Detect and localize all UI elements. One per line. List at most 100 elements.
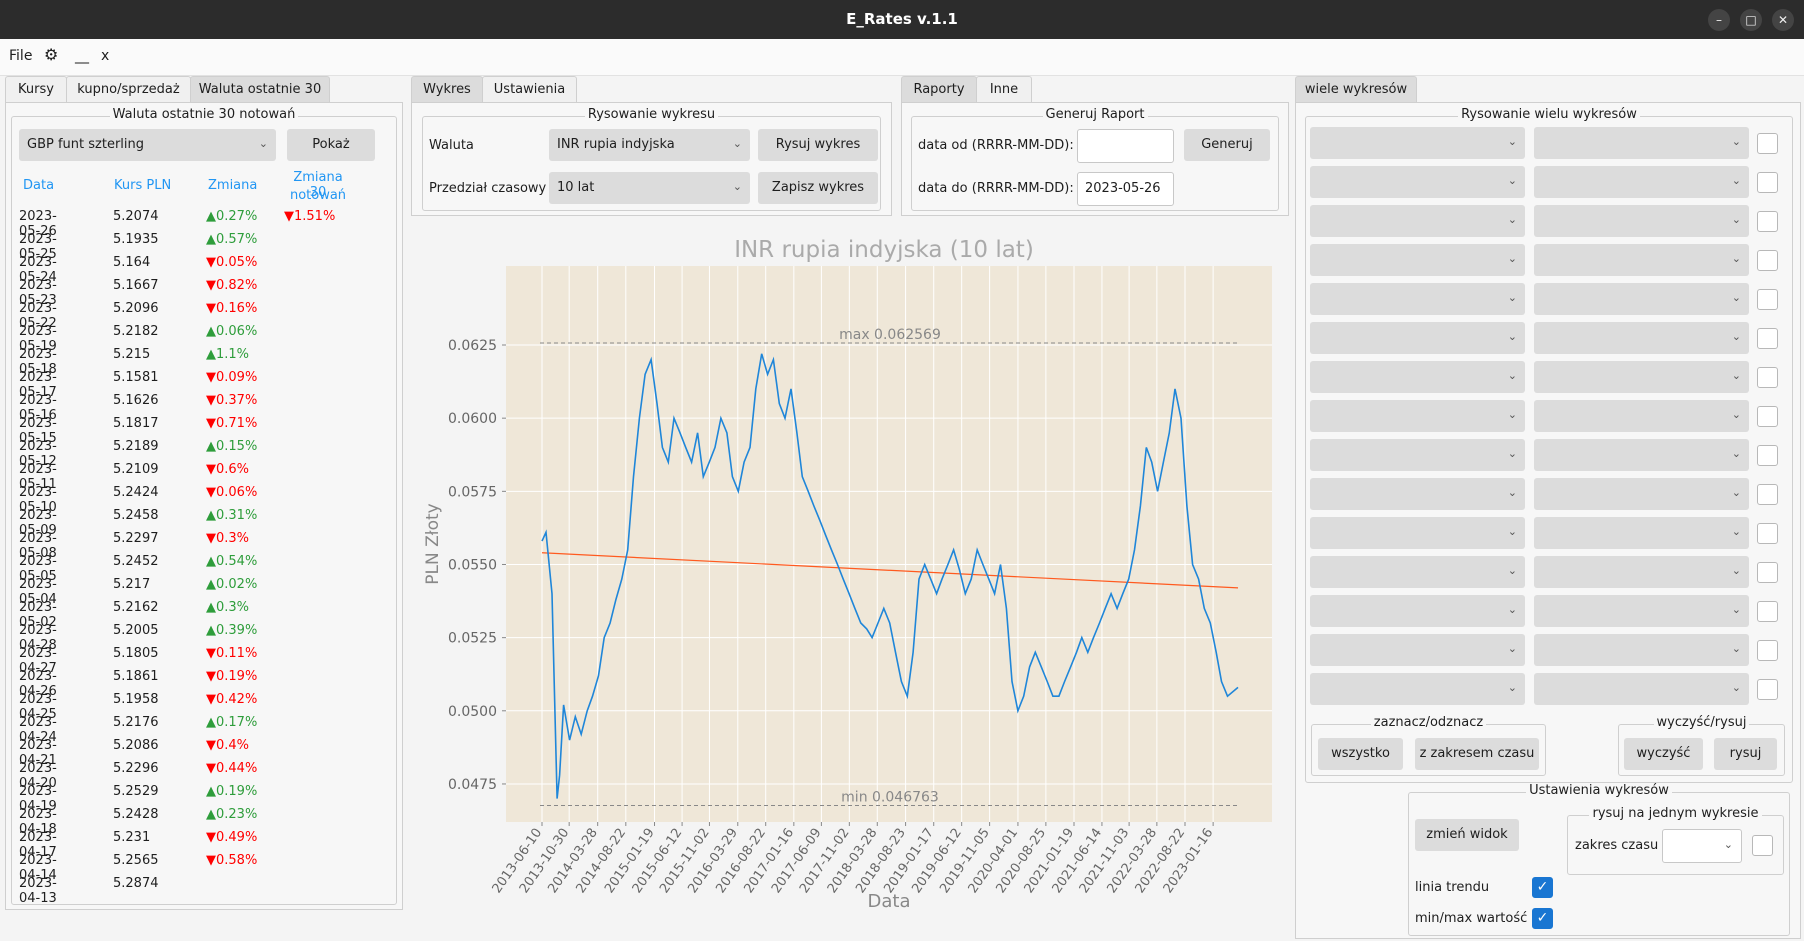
row-change-value: 0.09%: [216, 370, 258, 385]
row-change-value: 0.57%: [216, 232, 258, 247]
multi-row-checkbox[interactable]: [1757, 601, 1778, 622]
row-date: 2023-04-19: [19, 784, 57, 814]
multi-row-checkbox[interactable]: [1757, 211, 1778, 232]
multi-currency-select-b[interactable]: ⌄: [1534, 166, 1749, 198]
multi-currency-select-b[interactable]: ⌄: [1534, 400, 1749, 432]
multi-row-checkbox[interactable]: [1757, 133, 1778, 154]
multi-currency-select-b[interactable]: ⌄: [1534, 439, 1749, 471]
tab-waluta-ostatnie-30[interactable]: Waluta ostatnie 30: [190, 76, 330, 103]
multi-currency-select-a[interactable]: ⌄: [1310, 283, 1525, 315]
down-arrow-icon: ▼: [206, 830, 216, 845]
tab-inne[interactable]: Inne: [976, 76, 1032, 103]
chart-plot-area: [506, 266, 1272, 822]
up-arrow-icon: ▲: [206, 439, 216, 454]
multi-draw-button[interactable]: rysuj: [1714, 738, 1777, 770]
multi-currency-select-a[interactable]: ⌄: [1310, 673, 1525, 705]
multi-currency-select-b[interactable]: ⌄: [1534, 283, 1749, 315]
down-arrow-icon: ▼: [206, 738, 216, 753]
row-change: ▲0.23%: [206, 807, 257, 822]
row-rate: 5.2458: [113, 508, 159, 523]
generate-button[interactable]: Generuj: [1184, 129, 1270, 161]
select-toggle-title: zaznacz/odznacz: [1370, 715, 1487, 730]
trend-line-checkbox[interactable]: ✓: [1532, 877, 1553, 898]
save-chart-button[interactable]: Zapisz wykres: [758, 172, 878, 204]
minimize-window-icon[interactable]: –: [1708, 9, 1730, 31]
tab-wiele-wykresow[interactable]: wiele wykresów: [1295, 76, 1417, 103]
close-window-icon[interactable]: ✕: [1772, 9, 1794, 31]
menu-close[interactable]: x: [101, 48, 110, 64]
multi-currency-select-b[interactable]: ⌄: [1534, 517, 1749, 549]
tab-wykres[interactable]: Wykres: [411, 76, 483, 103]
multi-row-checkbox[interactable]: [1757, 367, 1778, 388]
multi-currency-select-a[interactable]: ⌄: [1310, 205, 1525, 237]
multi-row-checkbox[interactable]: [1757, 328, 1778, 349]
multi-currency-select-a[interactable]: ⌄: [1310, 556, 1525, 588]
row-change-value: 0.23%: [216, 807, 258, 822]
multi-row-checkbox[interactable]: [1757, 523, 1778, 544]
time-range-select[interactable]: ⌄: [1662, 829, 1742, 863]
row-change-value: 0.19%: [216, 669, 258, 684]
multi-currency-select-b[interactable]: ⌄: [1534, 205, 1749, 237]
multi-currency-select-b[interactable]: ⌄: [1534, 127, 1749, 159]
date-to-input[interactable]: 2023-05-26: [1077, 172, 1174, 206]
date-from-input[interactable]: [1077, 129, 1174, 163]
multi-currency-select-b[interactable]: ⌄: [1534, 556, 1749, 588]
chevron-down-icon: ⌄: [1731, 369, 1741, 382]
multi-currency-select-a[interactable]: ⌄: [1310, 517, 1525, 549]
row-change-value: 0.37%: [216, 393, 258, 408]
tab-kupno-sprzedaz[interactable]: kupno/sprzedaż: [66, 76, 191, 103]
clear-button[interactable]: wyczyść: [1624, 738, 1703, 770]
minmax-checkbox[interactable]: ✓: [1532, 908, 1553, 929]
multi-currency-select-b[interactable]: ⌄: [1534, 478, 1749, 510]
multi-currency-select-a[interactable]: ⌄: [1310, 400, 1525, 432]
multi-currency-select-b[interactable]: ⌄: [1534, 673, 1749, 705]
multi-row-checkbox[interactable]: [1757, 406, 1778, 427]
tab-ustawienia[interactable]: Ustawienia: [482, 76, 577, 103]
menu-file[interactable]: File: [9, 48, 33, 64]
multi-currency-select-b[interactable]: ⌄: [1534, 322, 1749, 354]
multi-currency-select-a[interactable]: ⌄: [1310, 634, 1525, 666]
maximize-window-icon[interactable]: □: [1740, 9, 1762, 31]
gear-icon[interactable]: ⚙: [44, 45, 59, 64]
change-view-button[interactable]: zmień widok: [1415, 819, 1519, 851]
multi-row-checkbox[interactable]: [1757, 289, 1778, 310]
time-range-checkbox[interactable]: [1752, 835, 1773, 856]
multi-row-checkbox[interactable]: [1757, 445, 1778, 466]
multi-currency-select-a[interactable]: ⌄: [1310, 595, 1525, 627]
multi-row-checkbox[interactable]: [1757, 679, 1778, 700]
multi-row-checkbox[interactable]: [1757, 484, 1778, 505]
multi-currency-select-a[interactable]: ⌄: [1310, 478, 1525, 510]
multi-currency-select-a[interactable]: ⌄: [1310, 166, 1525, 198]
multi-row-checkbox[interactable]: [1757, 250, 1778, 271]
row-change-value: 0.05%: [216, 255, 258, 270]
chevron-down-icon: ⌄: [1507, 252, 1517, 265]
select-all-button[interactable]: wszystko: [1318, 738, 1403, 770]
chart-currency-select[interactable]: INR rupia indyjska ⌄: [549, 129, 750, 161]
chevron-down-icon: ⌄: [732, 180, 742, 193]
period-select[interactable]: 10 lat ⌄: [549, 172, 750, 204]
show-button[interactable]: Pokaż: [287, 129, 375, 161]
multi-currency-select-b[interactable]: ⌄: [1534, 634, 1749, 666]
multi-currency-select-a[interactable]: ⌄: [1310, 361, 1525, 393]
last30-currency-select[interactable]: GBP funt szterling ⌄: [19, 129, 276, 161]
row-date: 2023-04-21: [19, 738, 57, 768]
tab-raporty[interactable]: Raporty: [901, 76, 977, 103]
chevron-down-icon: ⌄: [1731, 213, 1741, 226]
multi-currency-select-b[interactable]: ⌄: [1534, 244, 1749, 276]
select-with-range-button[interactable]: z zakresem czasu: [1415, 738, 1539, 770]
multi-currency-select-a[interactable]: ⌄: [1310, 439, 1525, 471]
one-chart-title: rysuj na jednym wykresie: [1589, 806, 1762, 821]
multi-currency-select-a[interactable]: ⌄: [1310, 244, 1525, 276]
multi-currency-select-a[interactable]: ⌄: [1310, 127, 1525, 159]
multi-row-checkbox[interactable]: [1757, 640, 1778, 661]
chevron-down-icon: ⌄: [1731, 174, 1741, 187]
multi-currency-select-b[interactable]: ⌄: [1534, 361, 1749, 393]
multi-currency-select-b[interactable]: ⌄: [1534, 595, 1749, 627]
tab-kursy[interactable]: Kursy: [5, 76, 67, 103]
multi-row-checkbox[interactable]: [1757, 562, 1778, 583]
menu-minimize[interactable]: __: [75, 48, 89, 64]
multi-row-checkbox[interactable]: [1757, 172, 1778, 193]
period-label: Przedział czasowy: [429, 181, 547, 196]
multi-currency-select-a[interactable]: ⌄: [1310, 322, 1525, 354]
draw-chart-button[interactable]: Rysuj wykres: [758, 129, 878, 161]
